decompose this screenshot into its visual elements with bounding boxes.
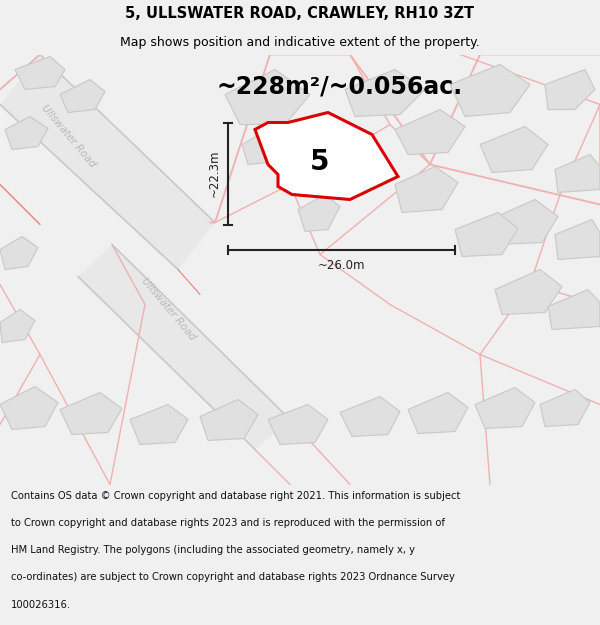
Polygon shape <box>0 309 35 342</box>
Polygon shape <box>298 194 340 231</box>
Polygon shape <box>548 289 600 329</box>
Polygon shape <box>225 69 310 124</box>
Polygon shape <box>0 54 215 269</box>
Polygon shape <box>555 154 600 192</box>
Polygon shape <box>395 109 465 154</box>
Polygon shape <box>78 244 290 449</box>
Text: Ullswater Road: Ullswater Road <box>39 103 97 169</box>
Text: Map shows position and indicative extent of the property.: Map shows position and indicative extent… <box>120 36 480 49</box>
Polygon shape <box>545 69 595 109</box>
Polygon shape <box>60 392 122 434</box>
Polygon shape <box>5 116 48 149</box>
Polygon shape <box>455 213 518 256</box>
Polygon shape <box>242 129 282 164</box>
Polygon shape <box>495 269 562 314</box>
Polygon shape <box>540 389 590 426</box>
Text: ~22.3m: ~22.3m <box>208 150 221 198</box>
Polygon shape <box>0 386 58 429</box>
Text: 100026316.: 100026316. <box>11 600 71 610</box>
Polygon shape <box>475 388 535 429</box>
Text: 5, ULLSWATER ROAD, CRAWLEY, RH10 3ZT: 5, ULLSWATER ROAD, CRAWLEY, RH10 3ZT <box>125 6 475 21</box>
Polygon shape <box>490 199 558 244</box>
Polygon shape <box>450 64 530 116</box>
Polygon shape <box>408 392 468 434</box>
Polygon shape <box>555 219 600 259</box>
Polygon shape <box>15 56 65 89</box>
Polygon shape <box>0 236 38 269</box>
Text: ~26.0m: ~26.0m <box>318 259 365 272</box>
Text: HM Land Registry. The polygons (including the associated geometry, namely x, y: HM Land Registry. The polygons (includin… <box>11 545 415 555</box>
Text: Contains OS data © Crown copyright and database right 2021. This information is : Contains OS data © Crown copyright and d… <box>11 491 460 501</box>
Polygon shape <box>480 126 548 173</box>
Text: co-ordinates) are subject to Crown copyright and database rights 2023 Ordnance S: co-ordinates) are subject to Crown copyr… <box>11 572 455 582</box>
Polygon shape <box>395 166 458 212</box>
Polygon shape <box>268 404 328 444</box>
Text: Ullswater Road: Ullswater Road <box>139 276 197 342</box>
Text: to Crown copyright and database rights 2023 and is reproduced with the permissio: to Crown copyright and database rights 2… <box>11 518 445 528</box>
Text: ~228m²/~0.056ac.: ~228m²/~0.056ac. <box>217 74 463 99</box>
Polygon shape <box>200 399 258 441</box>
Polygon shape <box>60 79 105 112</box>
Polygon shape <box>255 112 398 199</box>
Text: 5: 5 <box>310 149 330 176</box>
Polygon shape <box>130 404 188 444</box>
Polygon shape <box>345 69 425 116</box>
Polygon shape <box>340 396 400 436</box>
